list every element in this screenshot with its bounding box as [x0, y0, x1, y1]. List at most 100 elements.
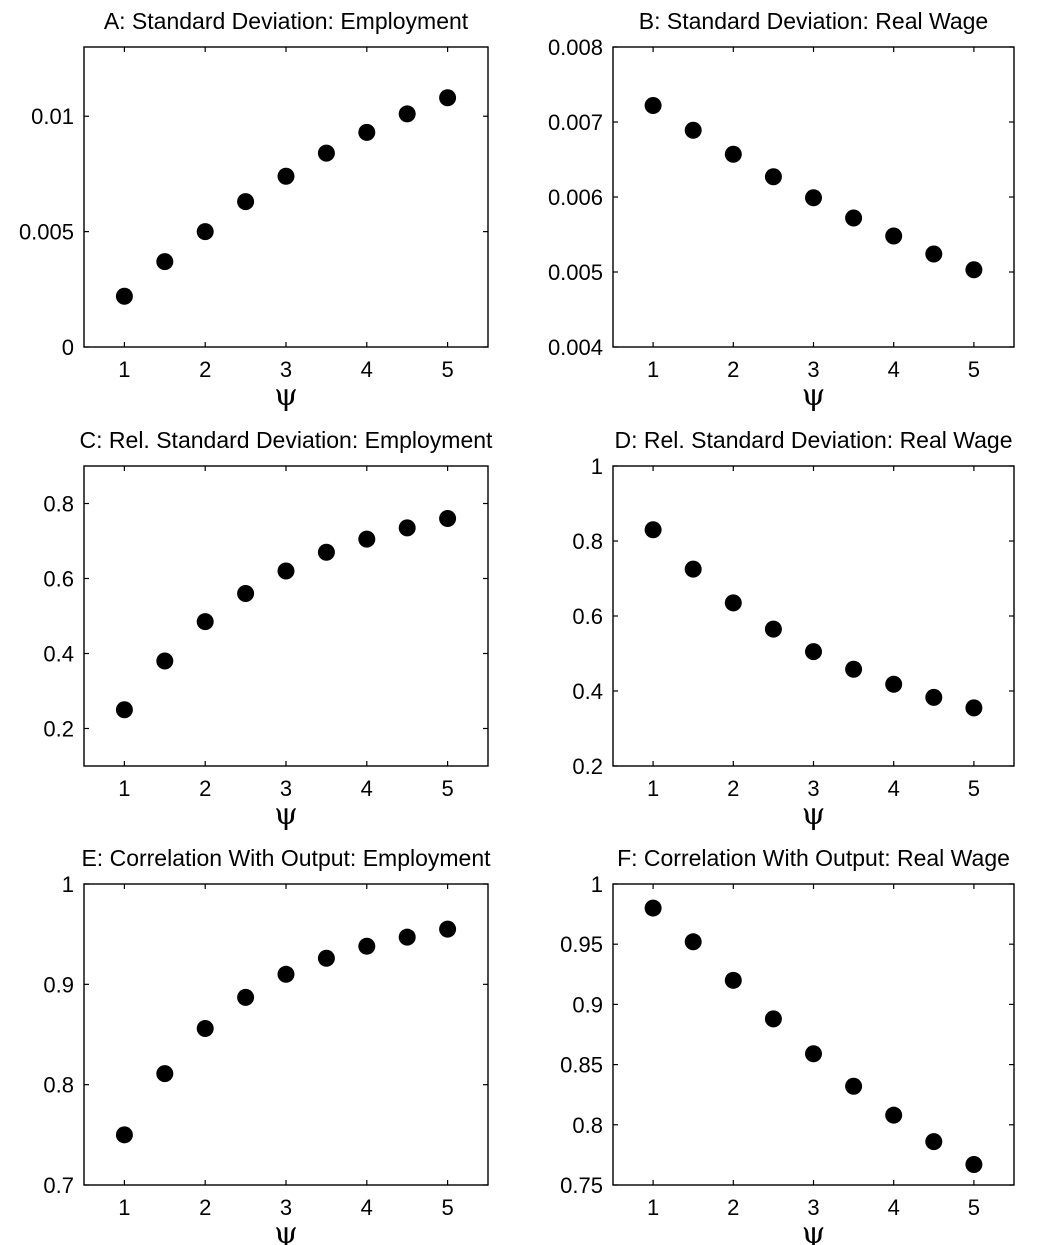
panel-b-point [845, 209, 863, 227]
panel-e-xtick-label: 3 [280, 1195, 292, 1220]
panel-e: E: Correlation With Output: Employment 1 2… [43, 845, 491, 1245]
panel-a-ytick-label: 0 [62, 335, 74, 360]
panel-e-point [156, 1065, 174, 1083]
panel-b-point [644, 97, 662, 114]
panel-b-ytick-label: 0.004 [548, 335, 603, 360]
panel-a-xtick-label: 5 [441, 357, 453, 382]
panel-c-xtick-label: 1 [118, 776, 130, 801]
panel-d-xtick-label: 2 [727, 776, 739, 801]
panel-b-point [684, 121, 702, 139]
panel-a-point [358, 123, 376, 141]
panel-e-title: E: Correlation With Output: Employment [81, 845, 491, 871]
panel-e-point [398, 928, 416, 946]
panel-f-ytick-label: 0.95 [560, 932, 603, 957]
panel-a-xtick-label: 1 [118, 357, 130, 382]
panel-b-xtick-label: 4 [888, 357, 900, 382]
panel-f-xtick-label: 2 [727, 1195, 739, 1220]
panel-f: F: Correlation With Output: Real Wage 1 2 3… [560, 845, 1015, 1245]
panel-a-point [439, 89, 457, 107]
panel-e-point [115, 1126, 133, 1144]
panel-c-point [439, 510, 457, 527]
panel-a-xlabel: ψ [274, 378, 298, 413]
panel-b-ytick-label: 0.008 [548, 35, 603, 60]
panel-b-ytick-label: 0.006 [548, 185, 603, 210]
panel-d-frame [612, 465, 1015, 767]
panel-f-ytick-label: 0.85 [560, 1053, 603, 1078]
panel-e-point [439, 920, 457, 938]
panel-c-point [317, 543, 335, 561]
panel-b: B: Standard Deviation: Real Wage 1 2 3 4 5 0.0… [548, 8, 1015, 413]
panel-f-point [764, 1010, 782, 1028]
panel-a-point [237, 193, 255, 211]
panel-e-xtick-label: 5 [441, 1195, 453, 1220]
panel-f-xtick-label: 4 [888, 1195, 900, 1220]
panel-b-ytick-label: 0.007 [548, 110, 603, 135]
panel-c-point [277, 562, 295, 580]
panel-f-ytick-label: 0.8 [572, 1113, 603, 1138]
panel-c-point [398, 519, 416, 537]
panel-f-xtick-label: 1 [647, 1195, 659, 1220]
panel-d-point [925, 688, 943, 706]
panel-c-title: C: Rel. Standard Deviation: Employment [80, 427, 494, 453]
panel-f-point [805, 1045, 822, 1063]
panel-c-point [358, 530, 376, 548]
panel-d-point [724, 594, 742, 612]
panel-a-title: A: Standard Deviation: Employment [104, 8, 469, 34]
panel-f-point [724, 971, 742, 989]
panel-b-point [805, 189, 822, 207]
panel-e-ytick-label: 0.8 [43, 1073, 74, 1098]
panel-d-point [764, 620, 782, 638]
panel-e-point [196, 1019, 214, 1037]
panel-d-ytick-label: 0.8 [572, 529, 603, 554]
panel-c-point [196, 613, 214, 631]
panel-d-point [885, 675, 903, 693]
panel-f-xlabel: ψ [802, 1216, 826, 1245]
panel-a-ytick-label: 0.01 [31, 104, 74, 129]
panel-d-xlabel: ψ [802, 797, 826, 832]
panel-a-ytick-label: 0.005 [19, 220, 74, 245]
panel-a: A: Standard Deviation: Employment 1 2 3 4 5 0 0… [19, 8, 489, 413]
panel-e-xtick-label: 1 [118, 1195, 130, 1220]
panel-e-point [237, 988, 255, 1006]
panel-a-point [317, 144, 335, 162]
panel-a-frame [83, 46, 489, 348]
panel-e-ytick-label: 1 [62, 872, 74, 897]
panel-f-point [965, 1156, 983, 1174]
panel-f-point [684, 933, 702, 951]
panel-d-xtick-label: 1 [647, 776, 659, 801]
panel-c-point [115, 701, 133, 719]
panel-f-point [644, 899, 662, 917]
panel-b-point [925, 245, 943, 263]
panel-e-xtick-label: 2 [199, 1195, 211, 1220]
panel-c: C: Rel. Standard Deviation: Employment 1 2… [43, 427, 493, 832]
panel-b-xtick-label: 5 [968, 357, 980, 382]
panel-f-ytick-label: 1 [591, 872, 603, 897]
panel-e-ytick-label: 0.9 [43, 972, 74, 997]
panel-c-point [237, 585, 255, 602]
panel-d-xtick-label: 4 [888, 776, 900, 801]
panel-d-point [965, 699, 983, 717]
panel-d-title: D: Rel. Standard Deviation: Real Wage [614, 427, 1012, 453]
panel-a-point [277, 167, 295, 185]
panel-a-xtick-label: 4 [361, 357, 373, 382]
panel-d-point [845, 660, 863, 678]
panel-b-xtick-label: 2 [727, 357, 739, 382]
panel-d-point [805, 643, 822, 661]
panel-d-ytick-label: 1 [591, 454, 603, 479]
panel-a-point [398, 105, 416, 123]
panel-e-xtick-label: 4 [361, 1195, 373, 1220]
panel-f-frame [612, 883, 1015, 1186]
panel-c-xtick-label: 3 [280, 776, 292, 801]
panel-b-point [885, 227, 903, 245]
panel-c-frame [83, 465, 489, 767]
panel-f-title: F: Correlation With Output: Real Wage [617, 845, 1010, 871]
panel-d-ytick-label: 0.6 [572, 604, 603, 629]
panel-f-xtick-label: 5 [968, 1195, 980, 1220]
panel-c-xlabel: ψ [274, 797, 298, 832]
panel-a-point [156, 253, 174, 271]
panel-a-xtick-label: 3 [280, 357, 292, 382]
panel-a-xtick-label: 2 [199, 357, 211, 382]
panel-b-xtick-label: 3 [807, 357, 819, 382]
panel-b-xlabel: ψ [802, 378, 826, 413]
panel-d-ytick-label: 0.2 [572, 754, 603, 779]
